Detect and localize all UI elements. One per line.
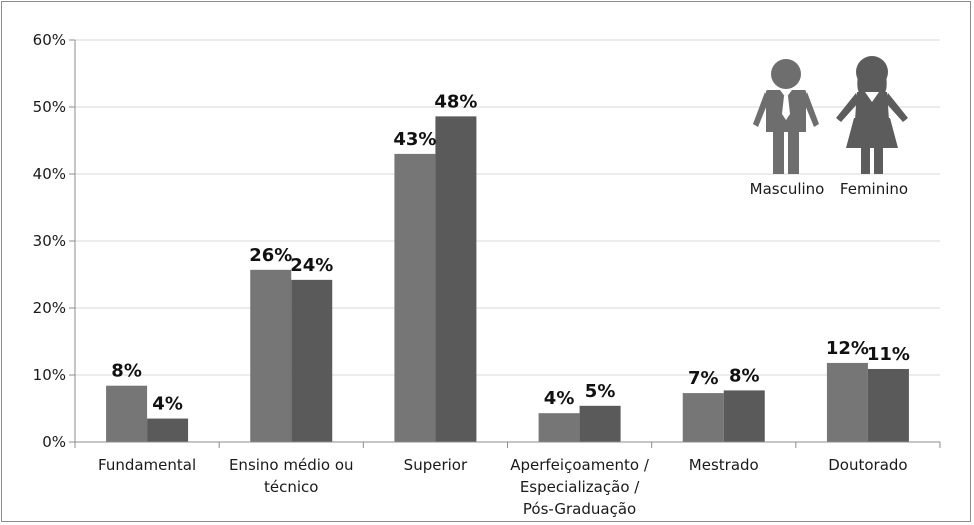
bar-feminino [435, 116, 477, 442]
category-label: Fundamental [98, 456, 196, 474]
bar-feminino [147, 418, 189, 442]
man-icon [753, 59, 819, 174]
data-label: 43% [393, 129, 436, 150]
bars [106, 116, 909, 442]
data-label: 8% [111, 361, 142, 382]
category-label: Ensino médio ou [229, 456, 354, 474]
woman-icon [836, 56, 908, 174]
data-label: 4% [152, 394, 183, 415]
y-tick-label: 20% [33, 299, 66, 317]
bar-masculino [682, 393, 724, 442]
data-label: 24% [290, 255, 333, 276]
legend: Masculino Feminino [750, 56, 908, 198]
gridlines [75, 39, 940, 376]
category-label: Superior [404, 456, 468, 474]
category-label: Mestrado [689, 456, 759, 474]
bar-feminino [579, 405, 621, 442]
y-tick-label: 30% [33, 232, 66, 250]
category-label: Doutorado [828, 456, 907, 474]
data-label: 12% [826, 338, 869, 359]
y-tick-label: 40% [33, 165, 66, 183]
bar-masculino [538, 413, 580, 442]
category-label: Aperfeiçoamento / [510, 456, 650, 474]
y-tick-label: 10% [33, 366, 66, 384]
y-tick-label: 60% [33, 31, 66, 49]
data-label: 11% [867, 344, 910, 365]
bar-masculino [106, 385, 148, 442]
bar-masculino [250, 269, 292, 442]
data-label: 7% [688, 368, 719, 389]
bar-feminino [867, 368, 909, 442]
data-label: 48% [434, 91, 477, 112]
y-tick-label: 0% [42, 433, 66, 451]
legend-label-masculino: Masculino [750, 180, 825, 198]
category-label: Pós-Graduação [523, 500, 636, 518]
y-tick-label: 50% [33, 98, 66, 116]
bar-masculino [394, 153, 436, 442]
axes [69, 39, 941, 448]
bar-feminino [723, 390, 765, 442]
data-label: 5% [585, 381, 616, 402]
bar-masculino [826, 362, 868, 442]
category-label: técnico [264, 478, 318, 496]
data-label: 8% [729, 365, 760, 386]
legend-label-feminino: Feminino [840, 180, 908, 198]
bar-feminino [291, 279, 333, 442]
data-label: 4% [544, 388, 575, 409]
data-label: 26% [249, 245, 292, 266]
category-label: Especialização / [520, 478, 640, 496]
labels: 0% 10% 20% 30% 40% 50% 60% 8% 4% Fundamental 26%24… [33, 31, 910, 518]
